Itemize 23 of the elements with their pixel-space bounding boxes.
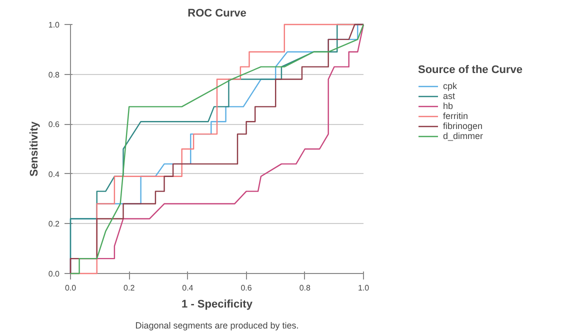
x-tick-label: 0.4 — [182, 284, 194, 292]
legend-label: fibrinogen — [443, 121, 483, 131]
legend-label: hb — [443, 101, 454, 111]
y-tick-label: 0.2 — [48, 220, 60, 229]
y-tick-label: 0.0 — [48, 270, 60, 278]
chart-title: ROC Curve — [188, 8, 246, 20]
legend-label: cpk — [443, 81, 458, 91]
x-tick-label: 1.0 — [358, 284, 370, 292]
y-tick-label: 0.8 — [48, 70, 60, 80]
legend-label: ast — [443, 91, 456, 101]
legend-label: ferritin — [443, 111, 468, 121]
y-tick-label: 0.4 — [48, 170, 60, 179]
legend-title: Source of the Curve — [418, 64, 523, 76]
y-axis-title: Sensitivity — [28, 120, 40, 177]
x-tick-label: 0.8 — [299, 284, 312, 292]
text: Diagonal segments are produced by ties. — [135, 320, 299, 330]
y-tick-label: 1.0 — [48, 20, 60, 30]
x-tick-label: 0.0 — [64, 284, 77, 292]
x-tick-label: 0.2 — [124, 284, 136, 292]
y-tick-label: 0.6 — [48, 120, 60, 130]
x-tick-label: 0.6 — [240, 284, 252, 292]
x-axis-title: 1 - Specificity — [182, 298, 254, 310]
legend-label: d_dimmer — [443, 131, 484, 141]
